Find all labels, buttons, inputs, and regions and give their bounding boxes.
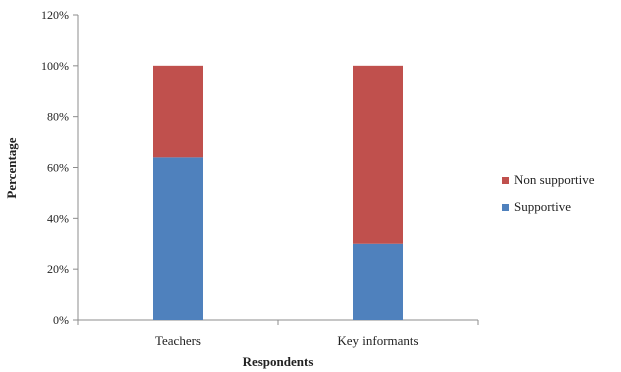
y-tick-label: 40%: [47, 211, 69, 225]
x-ticks: Teachers Key informants: [77, 320, 479, 348]
legend-swatch: [502, 204, 509, 211]
bar-non-supportive-teachers: [153, 65, 203, 158]
legend-swatch: [502, 177, 509, 184]
y-axis-title: Percentage: [4, 137, 19, 198]
x-axis-title: Respondents: [243, 354, 314, 369]
y-ticks: 0% 20% 40% 60% 80% 100% 120%: [41, 8, 78, 327]
y-tick-label: 120%: [41, 8, 69, 22]
y-tick-label: 80%: [47, 110, 69, 124]
legend-label: Supportive: [514, 199, 571, 214]
y-tick-label: 100%: [41, 59, 69, 73]
legend-label: Non supportive: [514, 172, 595, 187]
y-tick-label: 20%: [47, 262, 69, 276]
bars: [153, 65, 403, 320]
bar-supportive-key-informants: [353, 243, 403, 320]
bar-non-supportive-key-informants: [353, 65, 403, 244]
legend: Non supportive Supportive: [502, 172, 595, 214]
bar-supportive-teachers: [153, 157, 203, 320]
x-tick-label: Teachers: [155, 333, 201, 348]
x-tick-label: Key informants: [337, 333, 418, 348]
y-tick-label: 60%: [47, 161, 69, 175]
y-tick-label: 0%: [53, 313, 69, 327]
